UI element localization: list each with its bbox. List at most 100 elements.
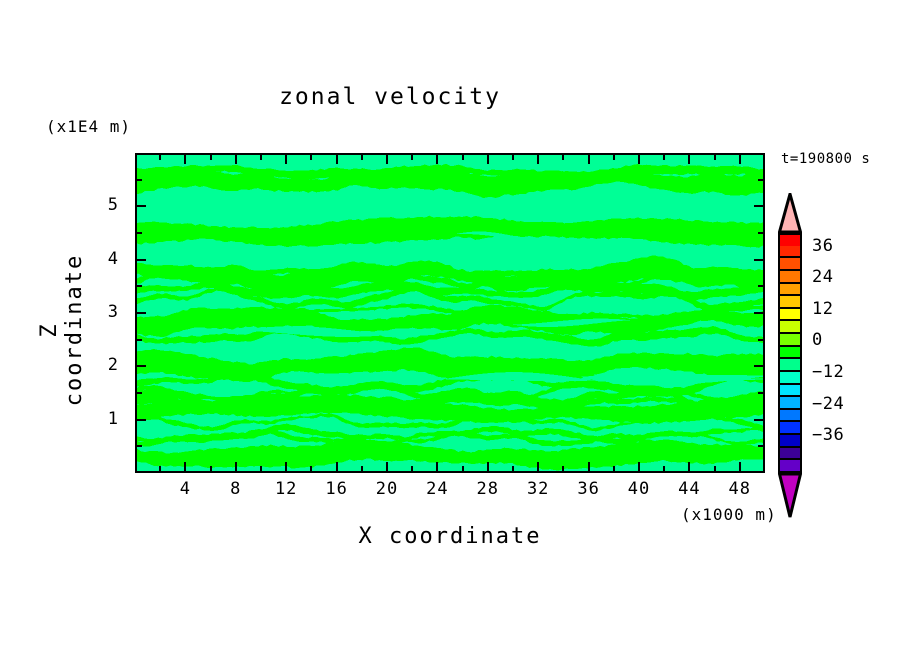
x-tick-major xyxy=(234,462,237,471)
colorbar-band xyxy=(778,359,802,372)
colorbar-under-arrow xyxy=(778,473,802,518)
y-tick-label: 1 xyxy=(107,408,119,429)
contour-field xyxy=(137,155,763,471)
x-tick-minor xyxy=(260,466,262,471)
colorbar-over-arrow xyxy=(778,193,802,233)
x-tick-label: 4 xyxy=(179,479,192,499)
y-tick-major xyxy=(137,365,146,368)
x-tick-major xyxy=(436,462,439,471)
y-tick-minor-right xyxy=(758,445,763,448)
x-tick-minor-top xyxy=(159,155,162,160)
x-tick-minor xyxy=(461,466,464,471)
y-tick-major-right xyxy=(754,365,763,368)
x-tick-label: 16 xyxy=(325,479,348,499)
x-tick-major-top xyxy=(436,155,439,164)
x-tick-label: 40 xyxy=(627,479,651,499)
x-tick-minor-top xyxy=(612,155,615,160)
x-tick-minor-top xyxy=(713,155,716,160)
x-tick-label: 32 xyxy=(526,479,550,499)
y-tick-minor xyxy=(137,392,142,394)
colorbar-tick-label: −24 xyxy=(812,393,845,414)
x-tick-minor-top xyxy=(411,155,414,160)
x-tick-minor xyxy=(159,466,162,471)
x-tick-major xyxy=(688,462,691,471)
x-tick-minor-top xyxy=(461,155,464,160)
colorbar-band xyxy=(778,435,802,448)
x-tick-major xyxy=(386,462,388,471)
x-tick-minor xyxy=(411,466,414,471)
x-tick-major-top xyxy=(537,155,540,164)
x-tick-label: 8 xyxy=(230,479,242,499)
x-tick-minor-top xyxy=(512,155,514,160)
y-tick-minor-right xyxy=(758,392,763,394)
x-tick-label: 12 xyxy=(274,479,298,499)
colorbar-band xyxy=(778,270,802,284)
x-tick-major-top xyxy=(386,155,388,164)
x-tick-label: 36 xyxy=(577,479,600,499)
y-tick-major-right xyxy=(754,205,763,208)
colorbar-band xyxy=(778,283,802,297)
x-tick-minor-top xyxy=(360,155,363,160)
colorbar-band xyxy=(778,296,802,309)
colorbar xyxy=(778,233,802,473)
y-tick-label: 5 xyxy=(107,195,119,216)
colorbar-band xyxy=(778,321,802,335)
x-tick-minor xyxy=(562,466,565,471)
x-tick-minor xyxy=(310,466,313,471)
x-tick-label: 20 xyxy=(375,479,399,499)
chart-title: zonal velocity xyxy=(279,84,501,110)
y-tick-label: 2 xyxy=(107,355,119,376)
x-tick-label: 28 xyxy=(476,479,500,499)
colorbar-band xyxy=(778,460,802,473)
x-tick-major xyxy=(285,462,288,471)
x-tick-major xyxy=(587,462,590,471)
y-tick-major-right xyxy=(754,418,763,421)
y-tick-major xyxy=(137,312,146,314)
x-tick-minor xyxy=(209,466,212,471)
x-axis-unit-label: (x1000 m) xyxy=(681,505,777,524)
x-tick-major-top xyxy=(638,155,640,164)
colorbar-band xyxy=(778,334,802,347)
x-tick-minor xyxy=(360,466,363,471)
x-tick-label: 48 xyxy=(728,479,752,499)
y-tick-minor-right xyxy=(758,232,763,234)
x-tick-minor xyxy=(512,466,514,471)
x-tick-minor xyxy=(612,466,615,471)
x-tick-major xyxy=(638,462,640,471)
y-tick-major xyxy=(137,258,146,261)
x-tick-major xyxy=(184,462,187,471)
x-tick-minor xyxy=(663,466,666,471)
y-tick-minor xyxy=(137,232,142,234)
colorbar-band xyxy=(778,258,802,271)
x-tick-label: 24 xyxy=(426,479,449,499)
x-tick-minor-top xyxy=(310,155,313,160)
x-tick-major-top xyxy=(184,155,187,164)
x-tick-label: 44 xyxy=(678,479,701,499)
colorbar-band xyxy=(778,384,802,398)
x-tick-major xyxy=(335,462,338,471)
y-tick-label: 4 xyxy=(107,248,119,269)
x-tick-minor-top xyxy=(663,155,666,160)
y-axis-title: Z coordinate xyxy=(37,253,87,407)
x-tick-major-top xyxy=(587,155,590,164)
colorbar-band xyxy=(778,397,802,410)
y-tick-minor xyxy=(137,445,142,448)
y-tick-minor xyxy=(137,178,142,181)
timestamp-annotation: t=190800 s xyxy=(781,151,871,167)
y-tick-major-right xyxy=(754,258,763,261)
x-tick-minor-top xyxy=(562,155,565,160)
y-tick-label: 3 xyxy=(107,302,119,322)
x-tick-major xyxy=(537,462,540,471)
x-tick-major-top xyxy=(234,155,237,164)
x-tick-major-top xyxy=(486,155,489,164)
x-tick-minor-top xyxy=(260,155,262,160)
colorbar-band xyxy=(778,308,802,322)
colorbar-band xyxy=(778,447,802,461)
x-tick-major xyxy=(486,462,489,471)
colorbar-tick-label: 0 xyxy=(812,330,823,351)
plot-area xyxy=(135,153,765,473)
y-tick-major xyxy=(137,205,146,208)
y-tick-major-right xyxy=(754,312,763,314)
x-tick-minor-top xyxy=(209,155,212,160)
colorbar-tick-label: 24 xyxy=(812,267,834,288)
